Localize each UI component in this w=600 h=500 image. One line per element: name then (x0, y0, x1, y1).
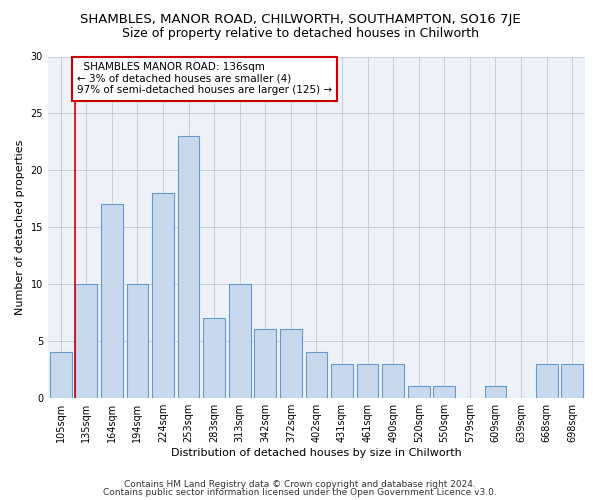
X-axis label: Distribution of detached houses by size in Chilworth: Distribution of detached houses by size … (171, 448, 462, 458)
Bar (101, 204, 123, 398)
Bar (305, 352, 328, 398)
Bar (485, 386, 506, 398)
Text: Size of property relative to detached houses in Chilworth: Size of property relative to detached ho… (121, 28, 479, 40)
Bar (280, 330, 302, 398)
Bar (382, 364, 404, 398)
Bar (127, 284, 148, 398)
Bar (178, 136, 199, 398)
Y-axis label: Number of detached properties: Number of detached properties (15, 140, 25, 315)
Text: Contains HM Land Registry data © Crown copyright and database right 2024.: Contains HM Land Registry data © Crown c… (124, 480, 476, 489)
Bar (408, 386, 430, 398)
Bar (433, 386, 455, 398)
Bar (562, 364, 583, 398)
Text: Contains public sector information licensed under the Open Government Licence v3: Contains public sector information licen… (103, 488, 497, 497)
Text: SHAMBLES MANOR ROAD: 136sqm
← 3% of detached houses are smaller (4)
97% of semi-: SHAMBLES MANOR ROAD: 136sqm ← 3% of deta… (77, 62, 332, 96)
Bar (203, 318, 225, 398)
Text: SHAMBLES, MANOR ROAD, CHILWORTH, SOUTHAMPTON, SO16 7JE: SHAMBLES, MANOR ROAD, CHILWORTH, SOUTHAM… (80, 12, 520, 26)
Bar (331, 364, 353, 398)
Bar (357, 364, 379, 398)
Bar (536, 364, 557, 398)
Bar (50, 352, 71, 398)
Bar (152, 193, 174, 398)
Bar (76, 284, 97, 398)
Bar (229, 284, 251, 398)
Bar (254, 330, 276, 398)
